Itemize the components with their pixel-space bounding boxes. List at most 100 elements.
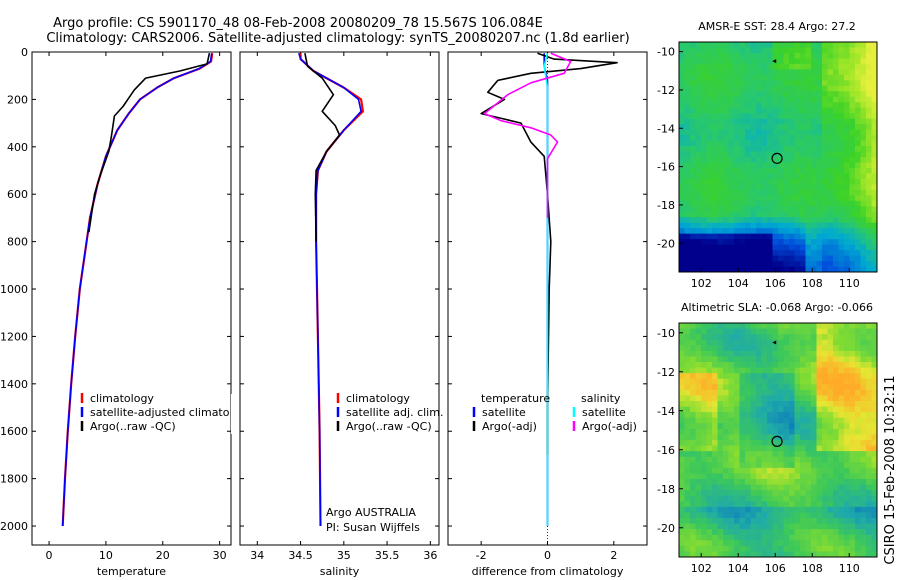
heatmap-cell [706, 146, 713, 152]
heatmap-cell [684, 395, 691, 402]
y-tick-label: 200 [7, 93, 28, 106]
heatmap-cell [745, 389, 751, 396]
heatmap-cell [778, 545, 784, 552]
heatmap-cell [767, 378, 773, 385]
heatmap-cell [844, 107, 850, 114]
heatmap-cell [728, 200, 735, 207]
heatmap-cell [745, 345, 751, 352]
heatmap-cell [745, 451, 751, 458]
heatmap-cell [789, 401, 795, 407]
heatmap-cell [827, 228, 834, 235]
heatmap-cell [679, 412, 685, 419]
heatmap-cell [855, 195, 861, 202]
heatmap-cell [772, 373, 779, 380]
heatmap-cell [789, 80, 795, 87]
heatmap-cell [838, 445, 845, 452]
heatmap-cell [816, 96, 823, 103]
heatmap-cell [706, 401, 713, 407]
heatmap-cell [695, 167, 702, 174]
heatmap-cell [679, 523, 685, 530]
heatmap-cell [679, 113, 685, 120]
heatmap-cell [767, 58, 773, 65]
heatmap-cell [783, 107, 790, 114]
heatmap-cell [712, 217, 718, 224]
heatmap-cell [849, 473, 856, 480]
heatmap-cell [706, 467, 713, 474]
heatmap-cell [822, 545, 828, 552]
heatmap-cell [679, 490, 685, 497]
heatmap-cell [811, 334, 817, 341]
heatmap-cell [783, 102, 790, 109]
heatmap-cell [750, 356, 757, 363]
heatmap-cell [789, 545, 795, 552]
heatmap-cell [855, 250, 861, 256]
heatmap-cell [783, 395, 790, 402]
heatmap-cell [789, 434, 795, 441]
heatmap-cell [761, 206, 768, 213]
heatmap-cell [739, 401, 746, 407]
heatmap-cell [695, 362, 702, 368]
heatmap-cell [701, 266, 707, 273]
heatmap-cell [789, 473, 795, 480]
heatmap-cell [772, 217, 779, 224]
heatmap-cell [844, 167, 850, 174]
heatmap-cell [794, 52, 801, 59]
heatmap-cell [838, 473, 845, 480]
heatmap-cell [706, 233, 713, 240]
map-panel-2: 102 104 106 108 110-10-12-14-16-18-20Altimet… [657, 301, 878, 575]
heatmap-cell [717, 178, 724, 185]
heatmap-cell [789, 339, 795, 346]
y-tick-label: 600 [7, 188, 28, 201]
heatmap-cell [794, 178, 801, 185]
heatmap-cell [805, 540, 812, 547]
heatmap-cell [761, 107, 768, 114]
heatmap-cell [695, 323, 702, 329]
heatmap-cell [728, 518, 735, 524]
heatmap-cell [871, 113, 878, 120]
heatmap-cell [827, 423, 834, 430]
heatmap-cell [860, 184, 867, 191]
heatmap-cell [805, 151, 812, 158]
heatmap-cell [866, 80, 872, 87]
heatmap-cell [767, 129, 773, 136]
heatmap-cell [728, 451, 735, 458]
heatmap-cell [822, 451, 828, 458]
heatmap-cell [690, 80, 696, 87]
heatmap-cell [739, 69, 746, 76]
heatmap-cell [871, 266, 878, 273]
heatmap-cell [855, 162, 861, 169]
heatmap-cell [794, 233, 801, 240]
heatmap-cell [679, 184, 685, 191]
heatmap-cell [822, 473, 828, 480]
heatmap-cell [679, 135, 685, 141]
heatmap-cell [866, 63, 872, 70]
heatmap-cell [695, 389, 702, 396]
heatmap-cell [783, 195, 790, 202]
heatmap-cell [816, 261, 823, 267]
heatmap-cell [855, 58, 861, 65]
heatmap-cell [772, 222, 779, 229]
heatmap-cell [811, 389, 817, 396]
heatmap-cell [728, 406, 735, 413]
heatmap-cell [717, 395, 724, 402]
heatmap-cell [838, 356, 845, 363]
heatmap-cell [849, 129, 856, 136]
heatmap-cell [739, 244, 746, 251]
heatmap-cell [805, 47, 812, 54]
heatmap-cell [712, 378, 718, 385]
heatmap-cell [734, 162, 740, 169]
heatmap-cell [695, 518, 702, 524]
heatmap-cell [723, 189, 729, 196]
x-axis-label: temperature [97, 565, 166, 578]
heatmap-cell [794, 423, 801, 430]
heatmap-cell [805, 339, 812, 346]
heatmap-cell [772, 206, 779, 213]
heatmap-cell [695, 534, 702, 541]
heatmap-cell [679, 345, 685, 352]
heatmap-cell [800, 401, 806, 407]
heatmap-cell [827, 178, 834, 185]
heatmap-cell [690, 47, 696, 54]
heatmap-cell [772, 250, 779, 256]
heatmap-cell [789, 195, 795, 202]
heatmap-cell [871, 261, 878, 267]
